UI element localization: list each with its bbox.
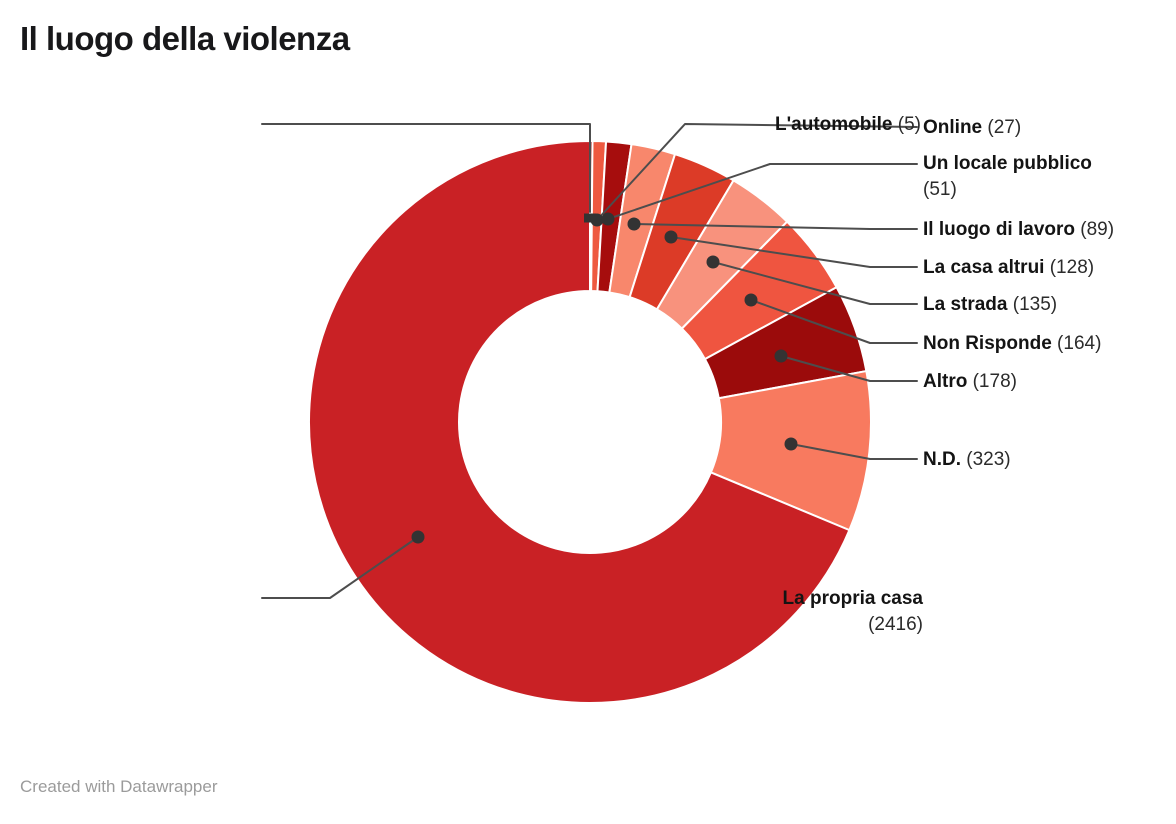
leader-dot-il-luogo-di-lavoro bbox=[627, 217, 641, 231]
slice-label-value: (128) bbox=[1044, 257, 1095, 278]
slice-label-online: Online (27) bbox=[923, 115, 1021, 141]
slice-label-la-strada: La strada (135) bbox=[923, 292, 1057, 318]
slice-label-il-luogo-di-lavoro: Il luogo di lavoro (89) bbox=[923, 217, 1114, 243]
slice-label-name: Il luogo di lavoro bbox=[923, 219, 1075, 240]
leader-line-la-casa-altrui bbox=[670, 236, 918, 268]
leader-dot-altro bbox=[774, 349, 788, 363]
slice-label-name: Non Risponde bbox=[923, 333, 1052, 354]
leader-line-altro bbox=[780, 355, 918, 382]
slice-label-la-propria-casa: La propria casa (2416) bbox=[783, 586, 923, 638]
datawrapper-credit[interactable]: Created with Datawrapper bbox=[20, 777, 218, 796]
slice-label-non-risponde: Non Risponde (164) bbox=[923, 331, 1101, 357]
slice-label-value: (51) bbox=[923, 179, 957, 200]
leader-line-la-strada bbox=[712, 261, 918, 305]
slice-label-name: La casa altrui bbox=[923, 257, 1045, 278]
slice-label-altro: Altro (178) bbox=[923, 369, 1017, 395]
leader-dot-la-strada bbox=[706, 255, 720, 269]
leader-line-n-d bbox=[790, 443, 918, 460]
slice-label-l-automobile: L'automobile (5) bbox=[775, 112, 921, 138]
slice-label-value: (27) bbox=[982, 117, 1022, 138]
leader-line-online bbox=[596, 123, 918, 221]
slice-label-name: La strada bbox=[923, 294, 1008, 315]
slice-label-name: Online bbox=[923, 117, 983, 138]
leader-line-la-propria-casa bbox=[261, 536, 419, 599]
slice-label-name: L'automobile bbox=[775, 114, 893, 135]
slice-label-name: La propria casa bbox=[782, 588, 923, 609]
slice-label-value: (89) bbox=[1075, 219, 1115, 240]
slice-label-value: (2416) bbox=[868, 614, 923, 635]
slice-label-value: (5) bbox=[892, 114, 921, 135]
slice-label-value: (178) bbox=[967, 371, 1017, 392]
slice-label-name: Altro bbox=[923, 371, 968, 392]
slice-label-n-d: N.D. (323) bbox=[923, 447, 1011, 473]
leader-line-non-risponde bbox=[750, 299, 918, 344]
leader-line-il-luogo-di-lavoro bbox=[633, 223, 918, 230]
donut-slice-la-propria-casa[interactable] bbox=[308, 140, 851, 704]
slice-label-name: N.D. bbox=[923, 449, 961, 470]
slice-label-la-casa-altrui: La casa altrui (128) bbox=[923, 255, 1094, 281]
leader-dot-un-locale-pubblico bbox=[601, 212, 615, 226]
leader-line-l-automobile bbox=[261, 123, 591, 213]
slice-label-value: (323) bbox=[961, 449, 1011, 470]
leader-dot-la-casa-altrui bbox=[664, 230, 678, 244]
leader-dot-online bbox=[590, 213, 604, 227]
leader-dot-l-automobile bbox=[584, 213, 596, 223]
leader-dot-la-propria-casa bbox=[411, 530, 425, 544]
leader-line-un-locale-pubblico bbox=[607, 163, 918, 220]
slice-label-un-locale-pubblico: Un locale pubblico (51) bbox=[923, 151, 1128, 203]
leader-dot-non-risponde bbox=[744, 293, 758, 307]
slice-label-name: Un locale pubblico bbox=[923, 153, 1092, 174]
chart-title: Il luogo della violenza bbox=[20, 20, 350, 57]
leader-dot-n-d bbox=[784, 437, 798, 451]
slice-label-value: (135) bbox=[1007, 294, 1058, 315]
slice-label-value: (164) bbox=[1051, 333, 1102, 354]
